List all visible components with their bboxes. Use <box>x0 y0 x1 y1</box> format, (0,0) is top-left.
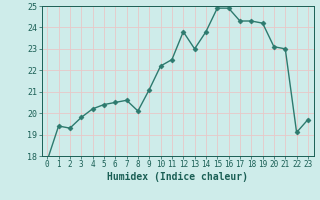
X-axis label: Humidex (Indice chaleur): Humidex (Indice chaleur) <box>107 172 248 182</box>
